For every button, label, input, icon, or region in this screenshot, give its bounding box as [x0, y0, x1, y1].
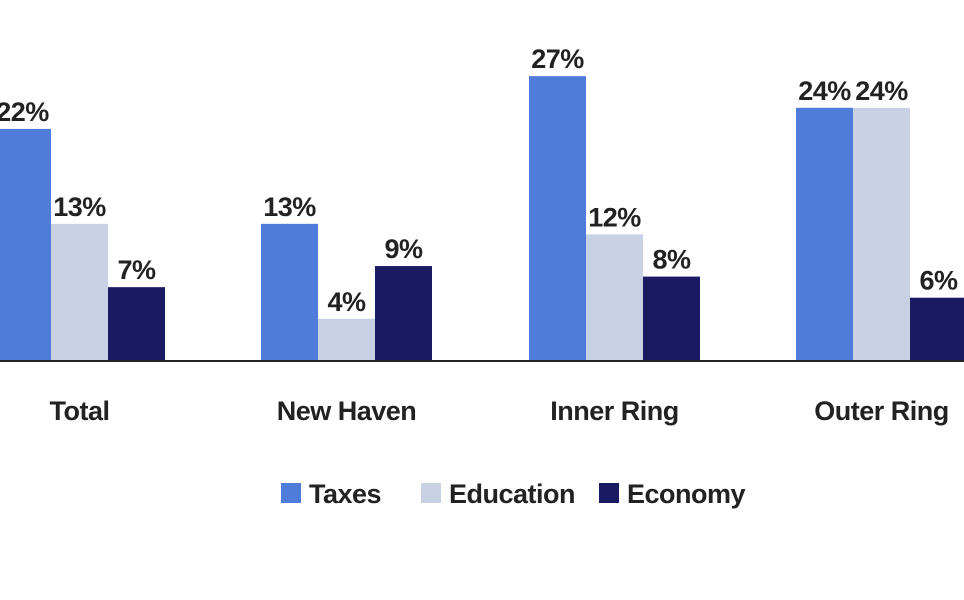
category-label-inner-ring: Inner Ring [550, 396, 679, 426]
legend-swatch-taxes [281, 483, 301, 503]
bar-inner-ring-education [586, 234, 643, 361]
category-label-total: Total [50, 396, 110, 426]
bar-total-education [51, 223, 108, 361]
legend-label-economy: Economy [627, 479, 746, 509]
bar-new-haven-taxes [261, 223, 318, 361]
bar-total-taxes [0, 128, 51, 361]
category-label-new-haven: New Haven [277, 396, 417, 426]
legend-swatch-economy [599, 483, 619, 503]
value-label-outer-ring-taxes: 24% [798, 76, 851, 106]
legend: Taxes Education Economy [281, 479, 746, 509]
bar-outer-ring-taxes [796, 107, 853, 361]
category-label-outer-ring: Outer Ring [814, 396, 949, 426]
value-label-inner-ring-economy: 8% [652, 245, 691, 275]
value-label-total-education: 13% [53, 192, 106, 222]
value-label-outer-ring-economy: 6% [919, 266, 958, 296]
value-label-new-haven-education: 4% [327, 287, 366, 317]
value-label-total-taxes: 22% [0, 97, 49, 127]
bar-inner-ring-economy [643, 276, 700, 361]
value-label-total-economy: 7% [117, 255, 156, 285]
value-label-new-haven-taxes: 13% [263, 192, 316, 222]
bar-outer-ring-education [853, 107, 910, 361]
value-label-outer-ring-education: 24% [855, 76, 908, 106]
bar-total-economy [108, 287, 165, 361]
bar-new-haven-economy [375, 266, 432, 361]
category-labels-layer: Total New Haven Inner Ring Outer Ring [50, 396, 950, 426]
value-labels-layer: 22% 13% 7% 13% 4% 9% 27% 12% 8% 24% 24% 6% [0, 44, 959, 317]
value-label-inner-ring-education: 12% [588, 202, 641, 232]
legend-swatch-education [421, 483, 441, 503]
value-label-inner-ring-taxes: 27% [531, 44, 584, 74]
legend-label-taxes: Taxes [309, 479, 381, 509]
value-label-new-haven-economy: 9% [384, 234, 423, 264]
legend-label-education: Education [449, 479, 575, 509]
bars-layer [0, 76, 964, 362]
bar-outer-ring-economy [910, 297, 964, 361]
bar-new-haven-education [318, 318, 375, 361]
bar-inner-ring-taxes [529, 76, 586, 362]
